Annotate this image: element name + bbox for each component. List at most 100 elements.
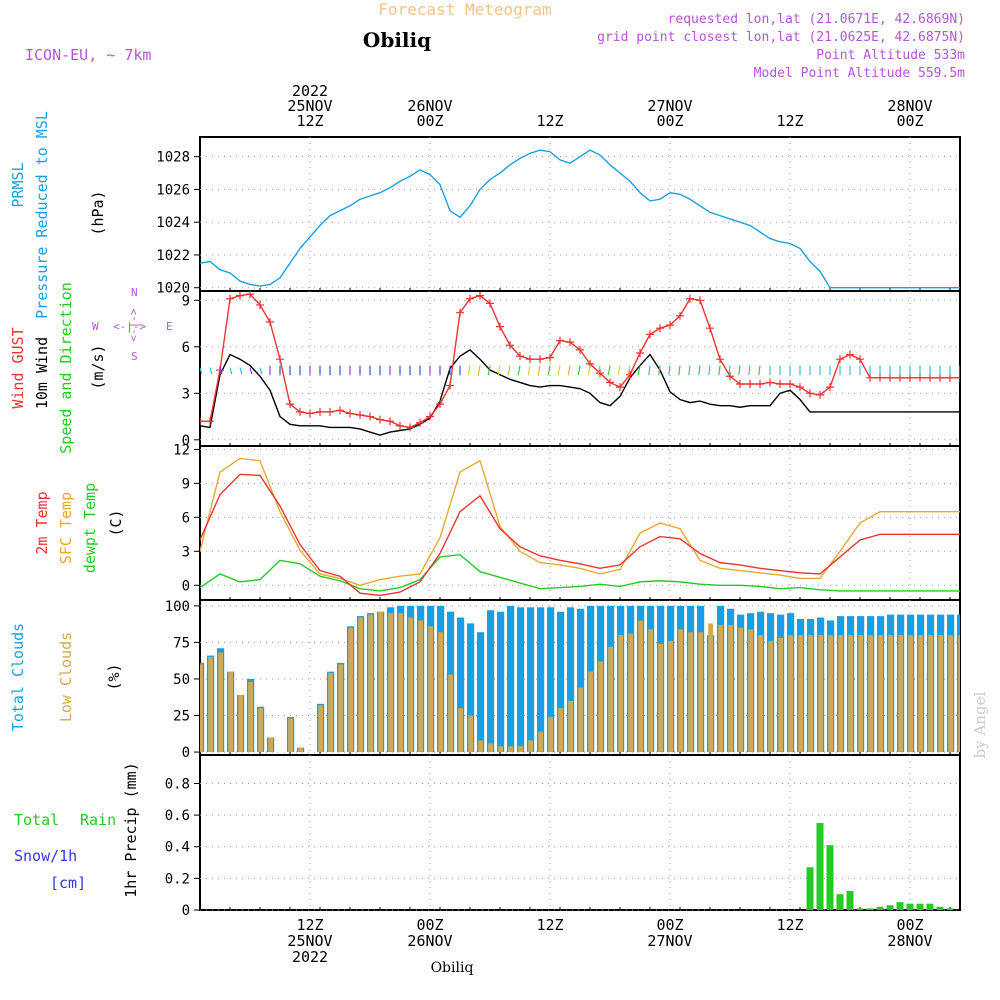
ytick-label: 25	[173, 709, 190, 725]
bottom-time-label: 28NOV	[887, 932, 932, 950]
rain-bar	[816, 823, 824, 910]
wind-gust-line	[200, 293, 960, 429]
gust-marker	[336, 406, 344, 415]
low-clouds-bar	[218, 652, 223, 753]
ytick-label: 0	[182, 745, 190, 761]
top-time-label: 12Z	[776, 112, 803, 130]
total-rain-label: Total	[14, 811, 59, 829]
low-clouds-bar	[778, 638, 783, 753]
low-clouds-bar	[598, 661, 603, 753]
wind-direction-arrow	[567, 365, 571, 376]
low-clouds-bar	[758, 635, 763, 753]
low-clouds-bar	[848, 635, 853, 753]
low-clouds-bar	[728, 624, 733, 753]
total-clouds-bar	[557, 611, 565, 753]
gust-marker	[656, 324, 664, 333]
ytick-label: 1020	[156, 281, 190, 297]
low-clouds-bar	[428, 626, 433, 753]
total-clouds-label: Total Clouds	[9, 623, 27, 731]
ytick-label: 1024	[156, 215, 190, 231]
sfc-temp-line	[200, 457, 960, 587]
ytick-label: 1028	[156, 150, 190, 166]
wind-direction-arrow	[497, 365, 501, 376]
credit-watermark: by Angel	[971, 691, 989, 758]
wind-direction-arrow	[200, 367, 203, 375]
ytick-label: 1026	[156, 182, 190, 198]
gust-marker	[716, 355, 724, 364]
snow-unit-label: [cm]	[50, 874, 86, 892]
gust-marker	[406, 423, 414, 432]
wind-speed-line	[200, 349, 960, 436]
wind-direction-arrow	[648, 365, 651, 376]
low-clouds-bar	[328, 673, 333, 753]
gust-marker	[706, 324, 714, 333]
pressure-unit-label: (hPa)	[89, 190, 107, 235]
low-clouds-label: Low Clouds	[57, 632, 75, 722]
panel-2: 0 3 6 9 12	[173, 442, 961, 601]
gust-marker	[956, 373, 960, 382]
top-time-label: 27NOV	[647, 97, 692, 115]
grid-point-coords: grid point closest lon,lat (21.0625E, 42…	[597, 30, 965, 45]
low-clouds-bar	[208, 657, 213, 753]
wind-dir-label: Speed and Direction	[57, 282, 75, 454]
ytick-label: 0.2	[165, 871, 190, 887]
total-clouds-bar	[507, 605, 515, 753]
wind-direction-arrow	[219, 367, 223, 375]
gust-marker	[316, 407, 324, 416]
rain-bar	[876, 906, 884, 910]
total-clouds-bar	[457, 617, 465, 753]
dewpt-temp-label: dewpt Temp	[81, 483, 99, 573]
pressure-line	[200, 149, 960, 289]
total-clouds-bar	[527, 607, 535, 753]
wind-direction-arrow	[507, 365, 511, 376]
gust-marker	[596, 369, 604, 378]
total-clouds-bar	[477, 632, 485, 753]
low-clouds-bar	[958, 635, 960, 753]
rain-bar	[926, 903, 934, 910]
dewpt-temp-line	[200, 553, 960, 592]
rain-bar	[846, 891, 854, 910]
ytick-label: 0	[182, 903, 190, 919]
low-clouds-bar	[378, 611, 383, 753]
low-clouds-bar	[628, 633, 633, 753]
wind-direction-arrow	[249, 367, 253, 375]
top-time-label: 12Z	[296, 112, 323, 130]
low-clouds-bar	[418, 620, 423, 753]
compass-arrow-v: <-|->	[127, 308, 140, 341]
ytick-label: 100	[165, 599, 190, 615]
gust-marker	[486, 299, 494, 308]
gust-marker	[626, 370, 634, 379]
low-clouds-bar	[508, 746, 513, 753]
compass-n: N	[131, 286, 138, 299]
gust-marker	[276, 355, 284, 364]
gust-marker	[836, 355, 844, 364]
sfc-temp-label: SFC Temp	[57, 492, 75, 564]
low-clouds-bar	[568, 700, 573, 753]
low-clouds-bar	[468, 715, 473, 753]
rain-bar	[856, 908, 864, 910]
gust-marker	[506, 341, 514, 350]
low-clouds-bar	[698, 632, 703, 753]
low-clouds-bar	[348, 627, 353, 753]
wind-direction-arrow	[577, 365, 581, 376]
gust-marker	[256, 300, 264, 309]
total-clouds-bar	[487, 610, 495, 753]
low-clouds-bar	[838, 635, 843, 753]
low-clouds-bar	[948, 635, 953, 753]
low-clouds-bar	[818, 635, 823, 753]
gust-marker	[726, 372, 734, 381]
gust-marker	[456, 308, 464, 317]
gust-marker	[446, 381, 454, 390]
bottom-time-label: 00Z	[656, 916, 683, 934]
gust-marker	[346, 409, 354, 418]
wind-direction-arrow	[627, 365, 631, 376]
wind-direction-arrow	[517, 365, 521, 376]
ytick-label: 9	[182, 293, 190, 309]
low-clouds-bar	[648, 629, 653, 753]
gust-marker	[396, 421, 404, 430]
panel-data	[200, 605, 960, 753]
gust-marker	[566, 338, 574, 347]
gust-marker	[206, 417, 214, 426]
low-clouds-bar	[558, 708, 563, 753]
